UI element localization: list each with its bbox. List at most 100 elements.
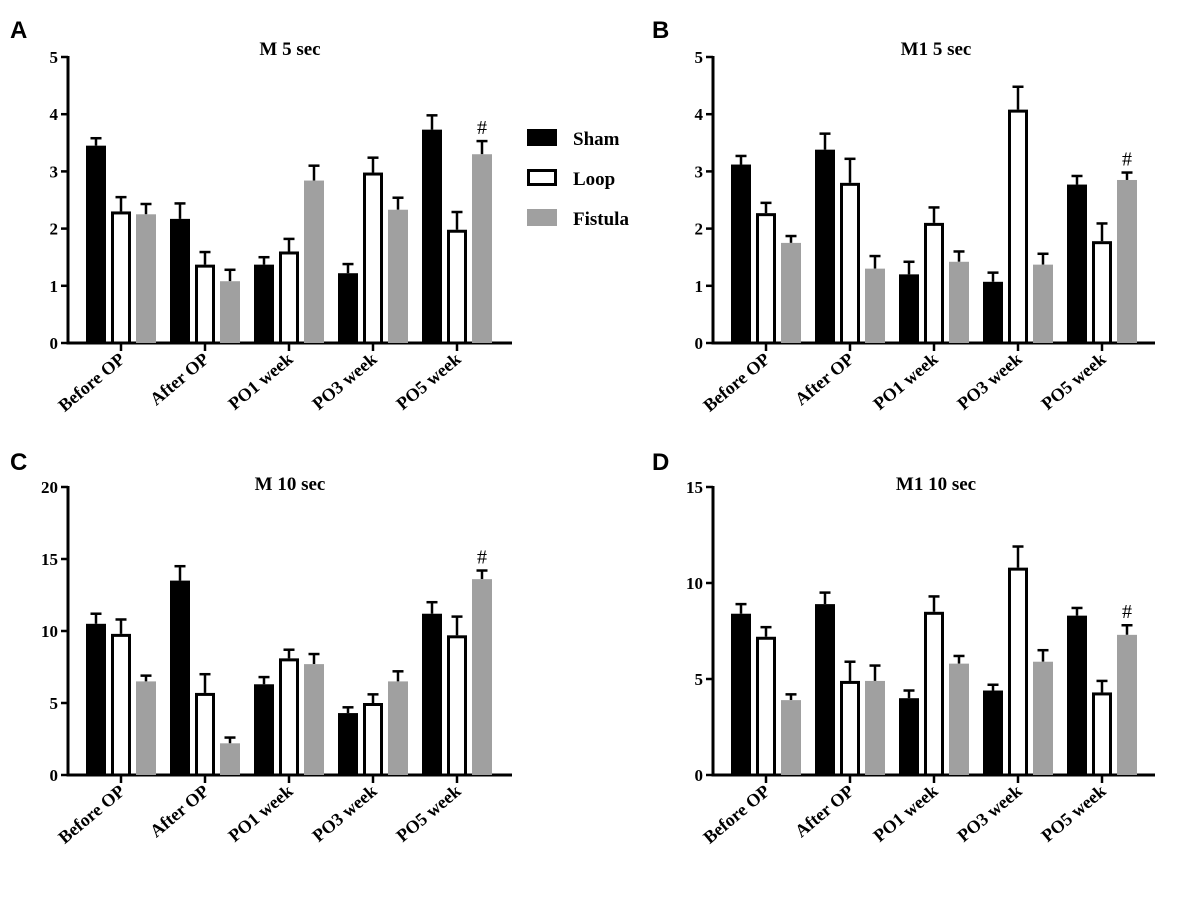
y-tick-label: 0	[50, 766, 59, 785]
bar-loop	[924, 222, 944, 345]
y-tick-label: 1	[50, 277, 59, 296]
legend-label-loop: Loop	[573, 169, 615, 190]
bar-fistula	[220, 743, 240, 775]
bar-sham	[815, 604, 835, 775]
y-tick-label: 5	[50, 694, 59, 713]
y-tick-label: 4	[50, 105, 59, 124]
bar-sham	[899, 274, 919, 343]
bar-sham	[254, 264, 274, 343]
bar-fistula	[304, 180, 324, 343]
panel-d: D M1 10 sec 0 5 10 15 Before OP After OP PO1 wee…	[652, 449, 1155, 848]
x-tick-label: PO3 week	[308, 349, 380, 414]
bar-fistula	[472, 154, 492, 343]
bar-sham	[170, 218, 190, 343]
bar-loop	[279, 658, 299, 777]
x-tick-label: Before OP	[54, 349, 128, 416]
x-tick-label: PO1 week	[224, 349, 296, 414]
legend: Sham Loop Fistula	[527, 129, 629, 230]
y-tick-label: 20	[41, 478, 58, 497]
bar-loop	[363, 703, 383, 777]
bar-fistula	[1117, 634, 1137, 775]
bar-fistula	[136, 681, 156, 775]
bar-fistula	[781, 242, 801, 343]
bar-fistula	[388, 681, 408, 775]
y-tick-label: 5	[695, 48, 704, 67]
x-tick-label: PO5 week	[1037, 349, 1109, 414]
bar-loop	[111, 211, 131, 345]
bar-fistula	[388, 209, 408, 343]
x-tick-label: PO3 week	[953, 349, 1025, 414]
y-tick-label: 5	[695, 670, 704, 689]
bar-sham	[86, 623, 106, 775]
bar-sham	[731, 164, 751, 343]
bar-fistula	[1033, 661, 1053, 775]
legend-swatch-loop	[527, 169, 557, 186]
chart-title: M 5 sec	[259, 39, 320, 60]
x-tick-label: PO5 week	[392, 781, 464, 846]
y-tick-label: 4	[695, 105, 704, 124]
bar-fistula	[781, 700, 801, 775]
x-tick-label: PO3 week	[953, 781, 1025, 846]
bar-fistula	[1033, 264, 1053, 343]
bar-loop	[447, 635, 467, 777]
y-tick-label: 5	[50, 48, 59, 67]
bar-fistula	[865, 680, 885, 775]
bar-sham	[254, 684, 274, 775]
panel-c: C M 10 sec 0 5 10 15 20 Before OP After OP PO1 we…	[10, 449, 512, 848]
bar-loop	[840, 182, 860, 345]
legend-swatch-fistula	[527, 209, 557, 226]
bar-fistula	[304, 664, 324, 775]
chart-title: M1 5 sec	[901, 39, 972, 60]
bar-sham	[338, 273, 358, 343]
bar-sham	[1067, 615, 1087, 775]
y-tick-label: 2	[695, 220, 704, 239]
bar-loop	[111, 633, 131, 777]
bar-fistula	[136, 214, 156, 343]
panel-letter: B	[652, 17, 669, 44]
bar-fistula	[220, 281, 240, 343]
legend-label-fistula: Fistula	[573, 209, 629, 230]
bar-sham	[983, 281, 1003, 343]
bar-sham	[338, 713, 358, 775]
bar-loop	[756, 636, 776, 777]
y-tick-label: 0	[695, 334, 704, 353]
bar-sham	[422, 613, 442, 775]
bar-loop	[1092, 241, 1112, 345]
bar-loop	[840, 680, 860, 777]
panel-letter: C	[10, 449, 27, 476]
bar-sham	[731, 613, 751, 775]
bar-sham	[86, 145, 106, 343]
x-tick-label: After OP	[791, 349, 858, 409]
x-tick-label: After OP	[146, 781, 213, 841]
y-tick-label: 3	[695, 162, 704, 181]
panel-b: B M1 5 sec 0 1 2 3 4 5 Before OP After OP PO1 week…	[652, 17, 1155, 416]
x-tick-label: PO1 week	[224, 781, 296, 846]
significance-mark: #	[477, 547, 487, 569]
significance-mark: #	[1122, 149, 1132, 171]
y-tick-label: 10	[686, 574, 703, 593]
legend-label-sham: Sham	[573, 129, 620, 150]
y-tick-label: 0	[695, 766, 704, 785]
x-tick-label: Before OP	[699, 349, 773, 416]
significance-mark: #	[477, 117, 487, 139]
bar-loop	[195, 264, 215, 345]
bar-sham	[422, 129, 442, 343]
x-tick-label: PO1 week	[869, 781, 941, 846]
bar-loop	[1092, 692, 1112, 777]
bar-loop	[756, 213, 776, 345]
y-tick-label: 0	[50, 334, 59, 353]
bar-loop	[924, 611, 944, 777]
significance-mark: #	[1122, 601, 1132, 623]
y-tick-label: 15	[686, 478, 703, 497]
bar-fistula	[472, 579, 492, 775]
bar-loop	[195, 692, 215, 777]
chart-title: M1 10 sec	[896, 474, 976, 495]
bar-loop	[279, 251, 299, 345]
bar-fistula	[949, 663, 969, 775]
bar-fistula	[865, 268, 885, 343]
y-tick-label: 2	[50, 220, 59, 239]
bar-loop	[1008, 109, 1028, 345]
y-tick-label: 15	[41, 550, 58, 569]
